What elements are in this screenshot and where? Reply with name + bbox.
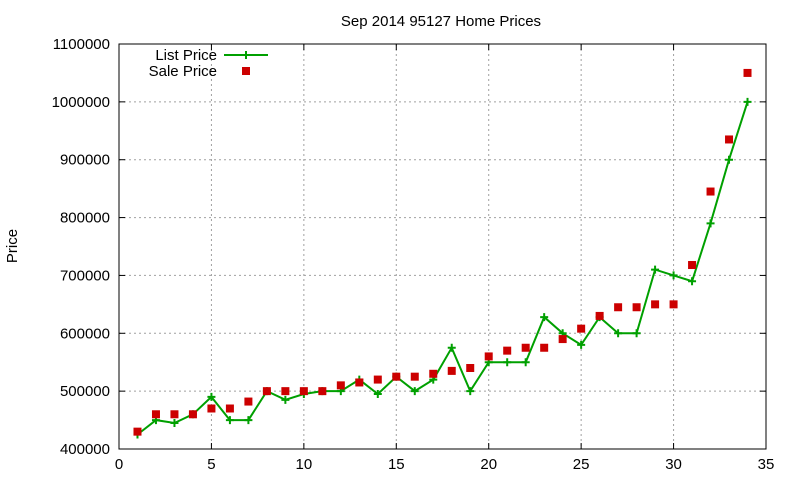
sale-price-point	[281, 387, 290, 396]
list-price-line	[136, 101, 749, 436]
list-price-point	[614, 329, 623, 338]
list-price-point	[725, 155, 734, 164]
chart-title: Sep 2014 95127 Home Prices	[341, 13, 541, 30]
sale-price-point	[336, 381, 345, 390]
x-tick-label: 35	[758, 456, 775, 473]
y-tick-label: 400000	[60, 441, 110, 458]
list-price-point	[540, 313, 549, 322]
list-price-point	[410, 387, 419, 396]
sale-price-point	[521, 343, 530, 352]
y-tick-label: 800000	[60, 210, 110, 227]
sale-price-point	[725, 135, 734, 144]
sale-price-point	[318, 387, 327, 396]
y-tick-label: 600000	[60, 325, 110, 342]
legend-swatch-marker	[242, 67, 250, 75]
x-tick-label: 5	[207, 456, 215, 473]
list-price-point	[577, 340, 586, 349]
sale-price-point	[706, 187, 715, 196]
list-price-point	[225, 416, 234, 425]
legend-label: List Price	[155, 47, 217, 64]
sale-price-point	[484, 352, 493, 361]
y-tick-label: 1000000	[52, 94, 110, 111]
sale-price-point	[447, 366, 456, 375]
sale-price-point	[503, 346, 512, 355]
sale-price-point	[466, 364, 475, 372]
x-tick-label: 30	[665, 456, 682, 473]
sale-price-point	[669, 300, 678, 309]
sale-price-point	[262, 387, 271, 396]
grid	[119, 44, 766, 449]
y-axis: 400000 500000 600000 700000 800000 900000 1000…	[52, 36, 766, 458]
sale-price-point	[299, 387, 308, 396]
legend-swatch-marker	[242, 51, 250, 59]
list-price-point	[170, 418, 179, 427]
sale-price-point	[151, 410, 160, 419]
list-price-point	[466, 387, 475, 396]
sale-price-point	[577, 324, 586, 333]
y-tick-label: 900000	[60, 152, 110, 169]
sale-price-point	[225, 404, 234, 413]
list-price-point	[447, 343, 456, 352]
list-price-point	[669, 271, 678, 280]
sale-price-point	[595, 311, 604, 320]
list-price-point	[706, 219, 715, 228]
list-price-point	[373, 390, 382, 399]
list-price-point	[244, 416, 253, 425]
list-price-point	[651, 265, 660, 274]
sale-price-point	[244, 397, 253, 406]
sale-price-point	[651, 300, 660, 309]
x-axis: 0 5 10 15 20 25 30 35	[115, 44, 775, 473]
list-price-point	[688, 277, 697, 286]
sale-price-point	[392, 372, 401, 381]
sale-price-point	[355, 378, 364, 387]
sale-price-point	[743, 68, 752, 77]
y-axis-label: Price	[4, 229, 21, 263]
list-price-point	[521, 358, 530, 367]
series-list-price	[133, 97, 752, 439]
series-sale-price	[133, 68, 752, 436]
sale-price-point	[540, 343, 549, 352]
sale-price-point	[558, 335, 567, 344]
sale-price-point	[632, 303, 641, 312]
sale-price-point	[614, 303, 623, 312]
x-tick-label: 15	[388, 456, 405, 473]
list-price-point	[743, 97, 752, 106]
y-tick-label: 1100000	[53, 36, 110, 53]
x-tick-label: 20	[480, 456, 497, 473]
sale-price-point	[410, 372, 419, 381]
sale-price-point	[133, 427, 142, 436]
series-layer	[133, 68, 752, 439]
list-price-point	[281, 395, 290, 404]
y-tick-label: 700000	[60, 267, 110, 284]
x-tick-label: 25	[573, 456, 590, 473]
sale-price-point	[373, 375, 382, 384]
sale-price-point	[207, 404, 216, 413]
y-tick-label: 500000	[60, 383, 110, 400]
legend-label: Sale Price	[149, 63, 217, 80]
list-price-point	[632, 329, 641, 338]
sale-price-point	[170, 410, 179, 419]
sale-price-point	[188, 410, 197, 419]
sale-price-point	[688, 261, 697, 270]
list-price-point	[207, 392, 216, 401]
plot-frame	[118, 43, 767, 450]
list-price-point	[503, 358, 512, 367]
sale-price-point	[429, 369, 438, 378]
x-tick-label: 0	[115, 456, 123, 473]
x-tick-label: 10	[296, 456, 313, 473]
